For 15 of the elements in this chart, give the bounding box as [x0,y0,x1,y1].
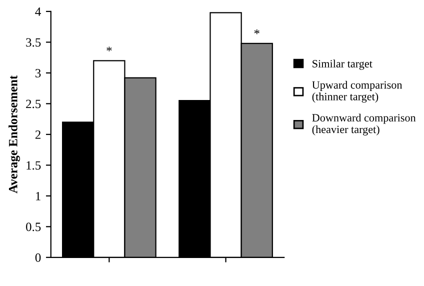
y-tick-label: 1 [36,192,40,200]
y-tick-label: 3 [36,68,41,78]
y-tick-label: 0 [35,253,41,262]
y-axis-title: Average Endorsement [8,75,20,194]
y-tick-label: 3.5 [26,38,41,47]
y-tick-label: 1.5 [26,161,41,170]
annotation: * [254,29,260,34]
legend-label: Downward comparison (heavier target) [312,114,416,136]
y-tick-label: 2.5 [26,100,41,108]
legend-label: Similar target [312,60,372,70]
y-tick-label: 4 [35,8,41,16]
y-tick-label: 0.5 [26,222,41,232]
legend-label: Upward comparison (thinner target) [312,80,402,103]
y-tick-label: 2 [35,130,40,139]
annotation: * [106,46,112,52]
